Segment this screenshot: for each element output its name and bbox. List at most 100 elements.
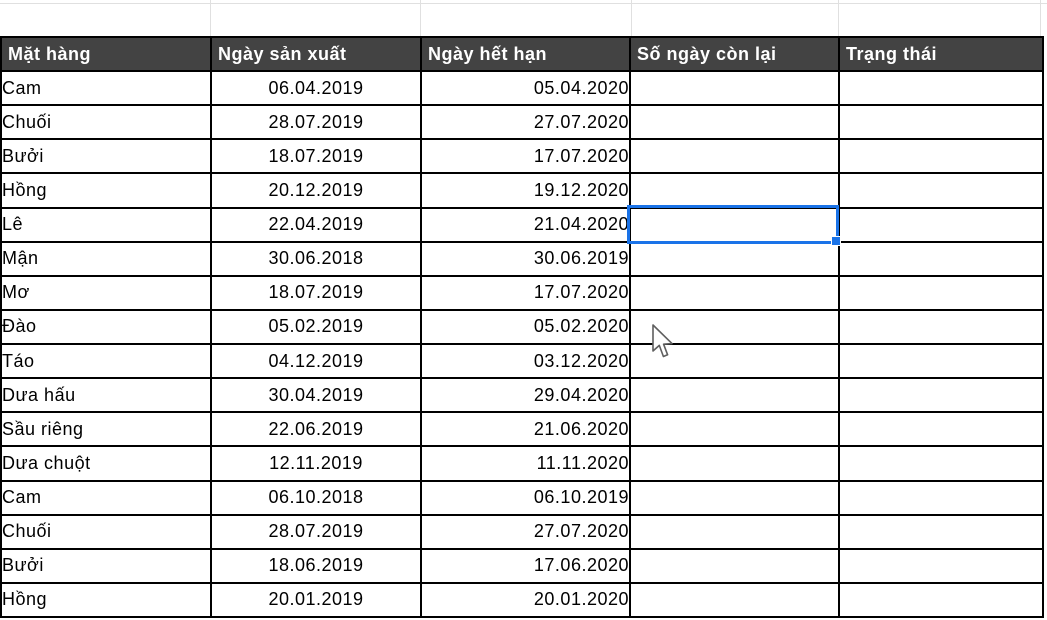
cell-status[interactable] [838, 308, 1044, 346]
cell-production-date[interactable]: 28.07.2019 [210, 104, 422, 141]
cell-item[interactable]: Chuối [0, 513, 212, 550]
cell-production-date[interactable]: 30.04.2019 [210, 377, 422, 414]
cell-production-date[interactable]: 18.06.2019 [210, 547, 422, 584]
cell-expiry-date[interactable]: 17.07.2020 [420, 138, 631, 175]
cell-production-date[interactable]: 12.11.2019 [210, 445, 422, 482]
cell-days-left[interactable] [629, 377, 840, 414]
cell-production-date[interactable]: 22.04.2019 [210, 206, 422, 243]
cell-status[interactable] [838, 342, 1044, 380]
cell-item[interactable]: Mận [0, 240, 212, 277]
table-row: Bưởi 18.06.2019 17.06.2020 [0, 547, 1044, 584]
column-header-0[interactable]: Mặt hàng [0, 36, 212, 72]
cell-days-left[interactable] [629, 308, 840, 346]
cell-production-date[interactable]: 18.07.2019 [210, 274, 422, 311]
cell-item[interactable]: Cam [0, 69, 212, 107]
cell-days-left[interactable] [629, 411, 840, 448]
cell-status[interactable] [838, 377, 1044, 414]
cell-expiry-date[interactable]: 06.10.2019 [420, 479, 631, 516]
cell-status[interactable] [838, 547, 1044, 584]
gridline-vertical [1040, 0, 1041, 36]
cell-status[interactable] [838, 206, 1044, 243]
cell-days-left[interactable] [629, 342, 840, 380]
cell-status[interactable] [838, 104, 1044, 141]
table-row: Chuối 28.07.2019 27.07.2020 [0, 513, 1044, 550]
cell-days-left[interactable] [629, 172, 840, 209]
table-row: Cam 06.04.2019 05.04.2020 [0, 69, 1044, 107]
cell-status[interactable] [838, 172, 1044, 209]
cell-expiry-date[interactable]: 19.12.2020 [420, 172, 631, 209]
cell-production-date[interactable]: 28.07.2019 [210, 513, 422, 550]
cell-item[interactable]: Chuối [0, 104, 212, 141]
cell-expiry-date[interactable]: 17.06.2020 [420, 547, 631, 584]
cell-expiry-date[interactable]: 20.01.2020 [420, 581, 631, 619]
cell-days-left[interactable] [629, 104, 840, 141]
cell-status[interactable] [838, 479, 1044, 516]
cell-days-left[interactable] [629, 240, 840, 277]
table-row: Lê 22.04.2019 21.04.2020 [0, 206, 1044, 243]
cell-item[interactable]: Dưa chuột [0, 445, 212, 482]
table-row: Táo 04.12.2019 03.12.2020 [0, 342, 1044, 380]
column-header-2[interactable]: Ngày hết hạn [420, 36, 631, 72]
cell-item[interactable]: Bưởi [0, 138, 212, 175]
cell-item[interactable]: Đào [0, 308, 212, 346]
cell-production-date[interactable]: 05.02.2019 [210, 308, 422, 346]
table-row: Hồng 20.12.2019 19.12.2020 [0, 172, 1044, 209]
cell-expiry-date[interactable]: 17.07.2020 [420, 274, 631, 311]
cell-expiry-date[interactable]: 05.02.2020 [420, 308, 631, 346]
cell-days-left[interactable] [629, 274, 840, 311]
cell-item[interactable]: Mơ [0, 274, 212, 311]
cell-item[interactable]: Táo [0, 342, 212, 380]
cell-days-left[interactable] [629, 206, 840, 243]
cell-days-left[interactable] [629, 138, 840, 175]
cell-item[interactable]: Bưởi [0, 547, 212, 584]
cell-status[interactable] [838, 411, 1044, 448]
cell-status[interactable] [838, 240, 1044, 277]
table-row: Đào 05.02.2019 05.02.2020 [0, 308, 1044, 346]
column-header-1[interactable]: Ngày sản xuất [210, 36, 422, 72]
cell-expiry-date[interactable]: 27.07.2020 [420, 104, 631, 141]
cell-item[interactable]: Dưa hấu [0, 377, 212, 414]
column-header-3[interactable]: Số ngày còn lại [629, 36, 840, 72]
cell-item[interactable]: Hồng [0, 172, 212, 209]
cell-production-date[interactable]: 04.12.2019 [210, 342, 422, 380]
cell-status[interactable] [838, 581, 1044, 619]
cell-expiry-date[interactable]: 29.04.2020 [420, 377, 631, 414]
cell-status[interactable] [838, 445, 1044, 482]
cell-expiry-date[interactable]: 05.04.2020 [420, 69, 631, 107]
cell-days-left[interactable] [629, 69, 840, 107]
gridline-vertical [838, 0, 839, 36]
cell-expiry-date[interactable]: 27.07.2020 [420, 513, 631, 550]
table-row: Dưa chuột 12.11.2019 11.11.2020 [0, 445, 1044, 482]
cell-item[interactable]: Sầu riêng [0, 411, 212, 448]
table-row: Sầu riêng 22.06.2019 21.06.2020 [0, 411, 1044, 448]
cell-production-date[interactable]: 20.01.2019 [210, 581, 422, 619]
cell-days-left[interactable] [629, 581, 840, 619]
cell-status[interactable] [838, 138, 1044, 175]
fruit-inventory-table: Mặt hàng Ngày sản xuất Ngày hết hạn Số ngày… [0, 36, 1044, 619]
header-row: Mặt hàng Ngày sản xuất Ngày hết hạn Số ngày… [0, 36, 1044, 72]
cell-expiry-date[interactable]: 03.12.2020 [420, 342, 631, 380]
table-row: Mận 30.06.2018 30.06.2019 [0, 240, 1044, 277]
cell-days-left[interactable] [629, 445, 840, 482]
cell-item[interactable]: Cam [0, 479, 212, 516]
table-row: Cam 06.10.2018 06.10.2019 [0, 479, 1044, 516]
cell-production-date[interactable]: 06.04.2019 [210, 69, 422, 107]
cell-days-left[interactable] [629, 547, 840, 584]
cell-days-left[interactable] [629, 513, 840, 550]
cell-item[interactable]: Lê [0, 206, 212, 243]
cell-status[interactable] [838, 274, 1044, 311]
cell-expiry-date[interactable]: 21.04.2020 [420, 206, 631, 243]
cell-production-date[interactable]: 20.12.2019 [210, 172, 422, 209]
cell-status[interactable] [838, 69, 1044, 107]
cell-production-date[interactable]: 22.06.2019 [210, 411, 422, 448]
column-header-4[interactable]: Trạng thái [838, 36, 1044, 72]
cell-production-date[interactable]: 30.06.2018 [210, 240, 422, 277]
cell-expiry-date[interactable]: 11.11.2020 [420, 445, 631, 482]
cell-expiry-date[interactable]: 21.06.2020 [420, 411, 631, 448]
cell-status[interactable] [838, 513, 1044, 550]
cell-production-date[interactable]: 06.10.2018 [210, 479, 422, 516]
cell-expiry-date[interactable]: 30.06.2019 [420, 240, 631, 277]
cell-production-date[interactable]: 18.07.2019 [210, 138, 422, 175]
cell-item[interactable]: Hồng [0, 581, 212, 619]
cell-days-left[interactable] [629, 479, 840, 516]
